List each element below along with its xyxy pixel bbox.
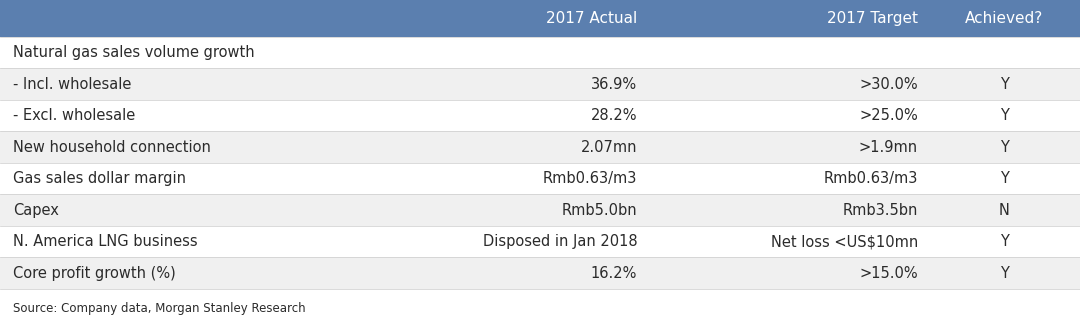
Text: Y: Y [1000, 140, 1009, 155]
Bar [0, 0, 1080, 37]
Bar [0, 226, 1080, 257]
Text: Disposed in Jan 2018: Disposed in Jan 2018 [483, 234, 637, 249]
Text: 36.9%: 36.9% [591, 77, 637, 92]
Text: New household connection: New household connection [13, 140, 211, 155]
Text: 28.2%: 28.2% [591, 108, 637, 123]
Text: Rmb0.63/m3: Rmb0.63/m3 [543, 171, 637, 186]
Text: Net loss <US$10mn: Net loss <US$10mn [771, 234, 918, 249]
Text: Natural gas sales volume growth: Natural gas sales volume growth [13, 45, 255, 60]
Text: Y: Y [1000, 266, 1009, 281]
Text: Rmb0.63/m3: Rmb0.63/m3 [824, 171, 918, 186]
Text: - Excl. wholesale: - Excl. wholesale [13, 108, 135, 123]
Text: - Incl. wholesale: - Incl. wholesale [13, 77, 132, 92]
Bar [0, 37, 1080, 68]
Bar [0, 195, 1080, 226]
Text: Core profit growth (%): Core profit growth (%) [13, 266, 176, 281]
Bar [0, 163, 1080, 195]
Text: >25.0%: >25.0% [860, 108, 918, 123]
Text: >30.0%: >30.0% [860, 77, 918, 92]
Text: N. America LNG business: N. America LNG business [13, 234, 198, 249]
Text: 2017 Target: 2017 Target [827, 11, 918, 26]
Text: Achieved?: Achieved? [966, 11, 1043, 26]
Text: Capex: Capex [13, 203, 58, 218]
Text: Y: Y [1000, 171, 1009, 186]
Text: Y: Y [1000, 234, 1009, 249]
Bar [0, 100, 1080, 131]
Text: Y: Y [1000, 108, 1009, 123]
Text: Rmb3.5bn: Rmb3.5bn [842, 203, 918, 218]
Text: Gas sales dollar margin: Gas sales dollar margin [13, 171, 186, 186]
Bar [0, 257, 1080, 289]
Text: >15.0%: >15.0% [860, 266, 918, 281]
Text: 16.2%: 16.2% [591, 266, 637, 281]
Text: N: N [999, 203, 1010, 218]
Text: 2017 Actual: 2017 Actual [546, 11, 637, 26]
Text: Source: Company data, Morgan Stanley Research: Source: Company data, Morgan Stanley Res… [13, 302, 306, 315]
Text: Rmb5.0bn: Rmb5.0bn [562, 203, 637, 218]
Text: >1.9mn: >1.9mn [859, 140, 918, 155]
Bar [0, 68, 1080, 100]
Text: 2.07mn: 2.07mn [581, 140, 637, 155]
Bar [0, 131, 1080, 163]
Text: Y: Y [1000, 77, 1009, 92]
